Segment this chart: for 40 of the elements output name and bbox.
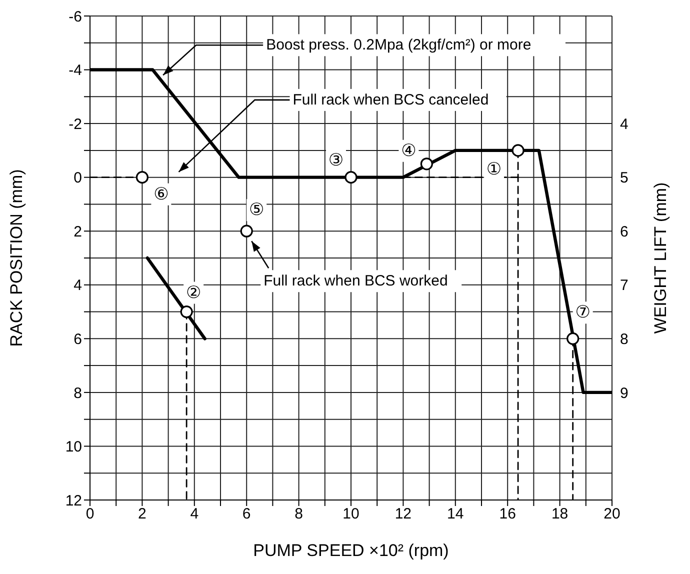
y-tick-label: 10	[65, 438, 82, 456]
y-tick-label: 6	[74, 330, 82, 348]
y-tick-label: -6	[68, 8, 82, 26]
annotation: ⑤	[248, 200, 264, 220]
y2-axis-title: WEIGHT LIFT (mm)	[651, 182, 670, 334]
annotation: ③	[328, 150, 344, 170]
annotation: ②	[186, 282, 202, 303]
y2-tick-label: 6	[620, 223, 628, 240]
x-tick-label: 0	[86, 506, 94, 523]
y-tick-label: -2	[68, 116, 82, 133]
x-tick-label: 14	[447, 506, 464, 523]
y2-tick-label: 7	[620, 277, 628, 294]
x-tick-label: 2	[138, 506, 146, 523]
y2-tick-label: 4	[620, 116, 628, 133]
y-tick-label: 2	[74, 223, 82, 240]
y-tick-label: 8	[74, 384, 82, 402]
y-axis-title: RACK POSITION (mm)	[7, 169, 26, 347]
y2-tick-label: 5	[620, 170, 628, 187]
x-tick-label: 8	[294, 506, 303, 523]
x-tick-label: 18	[551, 506, 568, 523]
y2-tick-label: 8	[620, 330, 628, 348]
y2-tick-label: 9	[620, 384, 628, 402]
annotation: Boost press. 0.2Mpa (2kgf/cm²) or more	[266, 36, 532, 54]
x-tick-label: 16	[499, 506, 516, 523]
annotation: ①	[486, 159, 502, 180]
annotation: ④	[401, 140, 416, 161]
x-tick-label: 4	[190, 506, 199, 523]
annotation: Full rack when BCS canceled	[292, 91, 489, 108]
x-axis-title: PUMP SPEED ×10² (rpm)	[253, 541, 449, 560]
annotation: ⑥	[154, 184, 169, 204]
annotation: Full rack when BCS worked	[264, 272, 448, 290]
y-tick-label: -4	[68, 62, 82, 80]
annotation: ⑦	[575, 302, 590, 323]
x-tick-label: 20	[604, 506, 620, 523]
y-tick-label: 4	[74, 277, 82, 294]
y-tick-label: 0	[74, 170, 82, 187]
x-tick-label: 10	[342, 506, 360, 523]
x-tick-label: 6	[242, 506, 251, 523]
y-tick-label: 12	[65, 492, 82, 510]
x-tick-label: 12	[394, 506, 412, 523]
